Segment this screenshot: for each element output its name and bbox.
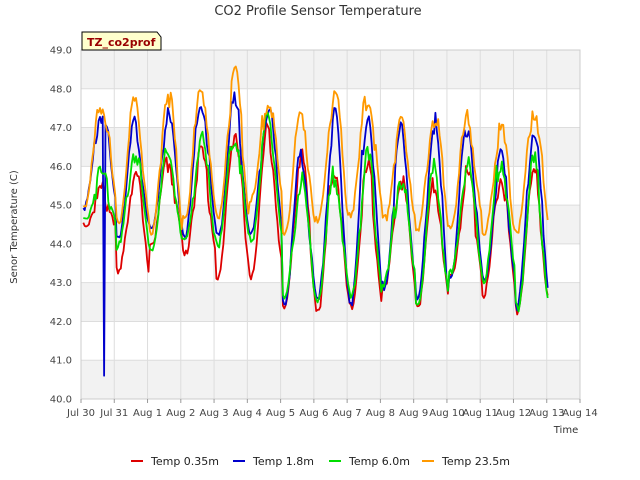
x-tick-label: Jul 31 <box>99 408 128 419</box>
y-tick-label: 45.0 <box>50 201 72 212</box>
legend-label: Temp 1.8m <box>252 455 314 468</box>
x-tick-label: Aug 3 <box>200 408 229 419</box>
y-tick-label: 46.0 <box>50 162 72 173</box>
x-tick-label: Aug 14 <box>562 408 597 419</box>
y-axis-label: Senor Temperature (C) <box>9 170 20 284</box>
series-lines <box>82 65 549 377</box>
x-tick-label: Jul 30 <box>66 408 95 419</box>
grid-lines <box>80 49 581 400</box>
grid-band <box>81 205 580 244</box>
x-tick-label: Aug 5 <box>266 408 295 419</box>
x-tick-label: Aug 9 <box>399 408 428 419</box>
x-tick-label: Aug 7 <box>333 408 362 419</box>
chart-title: CO2 Profile Sensor Temperature <box>214 4 421 19</box>
grid-band <box>81 50 580 89</box>
y-tick-label: 40.0 <box>50 395 72 406</box>
annotation-text: TZ_co2prof <box>87 36 156 49</box>
grid-band <box>81 282 580 322</box>
y-tick-label: 49.0 <box>50 46 72 57</box>
x-tick-label: Aug 8 <box>366 408 395 419</box>
series-line-3 <box>83 111 549 313</box>
x-axis-ticks: Jul 30 Jul 31 Aug 1 Aug 2 Aug 3 Aug 4 Aug 5 Aug… <box>66 399 598 419</box>
x-axis-label: Time <box>553 425 578 436</box>
y-tick-label: 47.0 <box>50 123 72 134</box>
y-tick-label: 43.0 <box>50 278 72 289</box>
plot-border <box>80 49 581 400</box>
grid-band <box>81 360 580 399</box>
legend-label: Temp 0.35m <box>150 455 219 468</box>
x-tick-label: Aug 13 <box>529 408 564 419</box>
legend-label: Temp 6.0m <box>348 455 410 468</box>
y-tick-label: 44.0 <box>50 239 72 250</box>
y-tick-label: 48.0 <box>50 84 72 95</box>
legend-label: Temp 23.5m <box>441 455 510 468</box>
x-tick-label: Aug 2 <box>166 408 195 419</box>
series-line-4 <box>82 65 549 236</box>
x-tick-label: Aug 4 <box>233 408 262 419</box>
x-tick-label: Aug 10 <box>429 408 464 419</box>
y-axis-ticks: 40.0 41.0 42.0 43.0 44.0 45.0 46.0 47.0 48.0 49.0 <box>50 46 72 406</box>
x-tick-label: Aug 11 <box>462 408 497 419</box>
x-tick-label: Aug 6 <box>299 408 328 419</box>
y-tick-label: 42.0 <box>50 317 72 328</box>
y-tick-label: 41.0 <box>50 356 72 367</box>
annotation-box <box>81 31 162 51</box>
legend: Temp 0.35m Temp 1.8m Temp 6.0m Temp 23.5m <box>131 455 510 468</box>
x-tick-label: Aug 1 <box>133 408 162 419</box>
x-tick-label: Aug 12 <box>496 408 531 419</box>
station-annotation: TZ_co2prof <box>81 31 162 51</box>
